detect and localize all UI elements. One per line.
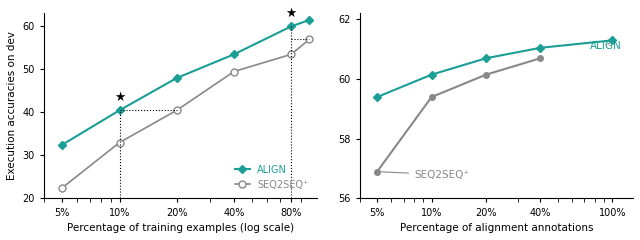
ALIGN <box>306 18 314 21</box>
ALIGN <box>287 25 295 28</box>
SEQ2SEQ⁺ <box>58 186 66 189</box>
SEQ2SEQ⁺ <box>230 70 237 73</box>
ALIGN <box>173 77 180 79</box>
Line: SEQ2SEQ⁺: SEQ2SEQ⁺ <box>59 36 313 191</box>
ALIGN <box>116 109 124 112</box>
SEQ2SEQ⁺ <box>173 109 180 112</box>
Legend: ALIGN, SEQ2SEQ⁺: ALIGN, SEQ2SEQ⁺ <box>231 161 312 194</box>
X-axis label: Percentage of alignment annotations: Percentage of alignment annotations <box>399 223 593 233</box>
SEQ2SEQ⁺ <box>116 141 124 144</box>
SEQ2SEQ⁺ <box>306 38 314 41</box>
Text: ★: ★ <box>114 91 125 104</box>
Text: SEQ2SEQ⁺: SEQ2SEQ⁺ <box>380 170 469 180</box>
Y-axis label: Execution accuracies on dev: Execution accuracies on dev <box>7 31 17 180</box>
Text: ALIGN: ALIGN <box>590 41 621 51</box>
X-axis label: Percentage of training examples (log scale): Percentage of training examples (log sca… <box>67 223 294 233</box>
SEQ2SEQ⁺ <box>287 53 295 56</box>
ALIGN <box>230 53 237 56</box>
Text: ★: ★ <box>285 7 297 20</box>
ALIGN <box>58 143 66 146</box>
Line: ALIGN: ALIGN <box>60 17 312 147</box>
